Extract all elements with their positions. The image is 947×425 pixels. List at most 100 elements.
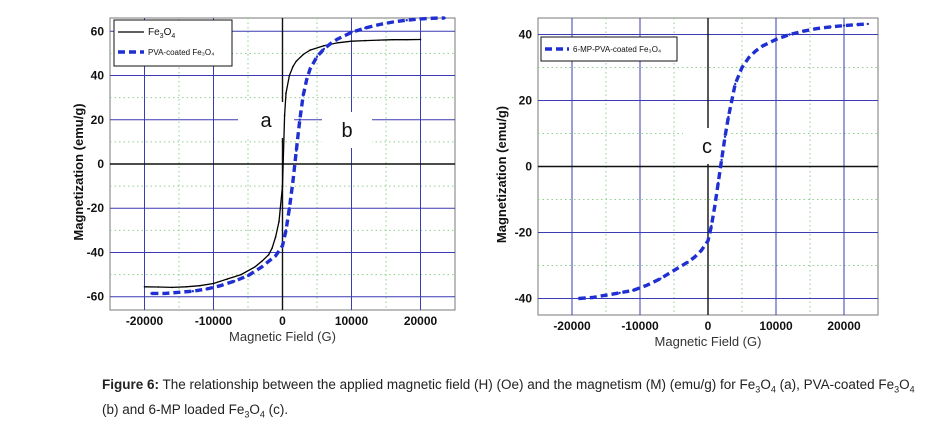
caption-sub-4: 4: [909, 384, 915, 395]
data-point: [747, 56, 750, 59]
data-point: [632, 289, 635, 292]
y-tick-label: -60: [87, 290, 105, 304]
data-point: [309, 49, 311, 51]
data-point: [274, 254, 277, 258]
data-point: [336, 37, 339, 41]
x-tick-label: 20000: [404, 314, 438, 328]
data-point: [405, 38, 408, 41]
data-point: [288, 207, 291, 210]
data-point: [292, 65, 294, 68]
data-point: [198, 284, 201, 287]
data-point: [591, 296, 594, 299]
caption-text-6: O: [249, 401, 260, 417]
caption-sub-5: 3: [244, 409, 250, 420]
data-point: [700, 249, 703, 252]
data-point: [322, 47, 326, 51]
data-point: [866, 22, 869, 26]
caption-sub-1: 3: [755, 384, 761, 395]
data-point: [350, 40, 353, 43]
data-point: [254, 266, 256, 268]
data-point: [288, 74, 291, 77]
data-point: [246, 274, 250, 277]
data-point: [706, 239, 710, 242]
data-point: [802, 30, 805, 33]
data-point: [754, 49, 757, 53]
y-axis-title: Magnetization (emu/g): [494, 106, 509, 243]
x-tick-label: 10000: [335, 314, 369, 328]
data-point: [856, 23, 859, 26]
x-tick-label: -20000: [553, 319, 591, 333]
data-point: [377, 23, 381, 26]
data-point: [143, 285, 146, 288]
data-point: [285, 92, 287, 95]
data-point: [720, 158, 723, 162]
y-tick-label: 40: [91, 69, 105, 83]
data-point: [150, 292, 153, 295]
data-point: [302, 94, 305, 97]
data-point: [164, 292, 167, 295]
caption-text-4: O: [899, 377, 910, 392]
data-point: [419, 38, 422, 41]
caption-sub-2: 4: [770, 384, 776, 395]
caption-text-7: (c).: [264, 401, 289, 417]
data-point: [157, 286, 160, 288]
data-point: [618, 291, 621, 295]
x-tick-label: 20000: [827, 319, 861, 333]
data-point: [240, 273, 242, 276]
data-point: [842, 24, 846, 27]
data-point: [281, 185, 284, 187]
y-tick-label: -40: [87, 245, 105, 259]
data-point: [391, 20, 395, 24]
data-point: [308, 67, 312, 71]
legend-label-fe3o4: Fe3O4: [148, 27, 175, 40]
legend-label-6mp: 6-MP-PVA-coated Fe₃O₄: [573, 45, 661, 54]
data-point: [717, 181, 720, 185]
data-point: [291, 180, 295, 183]
data-point: [378, 39, 380, 41]
data-point: [730, 99, 733, 102]
x-tick-label: -20000: [126, 314, 164, 328]
data-point: [261, 260, 263, 263]
data-point: [419, 17, 422, 21]
data-point: [191, 289, 194, 293]
data-point: [659, 277, 662, 280]
data-point: [305, 78, 308, 82]
data-point: [329, 42, 332, 45]
data-point: [364, 39, 367, 42]
data-point: [405, 19, 408, 22]
data-point: [260, 265, 263, 269]
x-tick-label: -10000: [195, 314, 233, 328]
data-point: [433, 17, 436, 20]
x-tick-label: -10000: [621, 319, 659, 333]
caption-sub-6: 4: [259, 409, 265, 420]
x-axis-title: Magnetic Field (G): [655, 334, 762, 349]
chart-right-magnetization: -20000 -10000 0 10000 20000 -40 -20 0 20 40 Magnet…: [494, 17, 879, 349]
series-line: [144, 38, 421, 289]
data-point: [177, 291, 181, 294]
y-axis-title: Magnetization (emu/g): [71, 103, 86, 240]
data-point: [686, 261, 689, 264]
x-tick-label: 0: [705, 319, 712, 333]
y-tick-label: 40: [519, 28, 533, 42]
data-point: [278, 220, 280, 223]
y-tick-label: -20: [515, 226, 533, 240]
legend-box: [113, 19, 233, 67]
data-point: [212, 282, 215, 285]
x-tick-label: 0: [279, 314, 286, 328]
legend-box: [540, 36, 678, 62]
annotation-label: b: [341, 120, 352, 142]
caption-text-3: (a), PVA-coated Fe: [775, 377, 895, 392]
data-point: [302, 53, 305, 56]
data-point: [336, 41, 339, 44]
data-point: [774, 38, 778, 41]
series-line: [151, 16, 445, 296]
data-point: [267, 260, 270, 263]
data-point: [350, 31, 353, 34]
data-point: [271, 247, 273, 249]
data-point: [645, 284, 648, 287]
data-point: [267, 253, 270, 256]
data-point: [815, 27, 818, 30]
annotation-label: a: [260, 110, 272, 132]
data-point: [577, 297, 580, 300]
